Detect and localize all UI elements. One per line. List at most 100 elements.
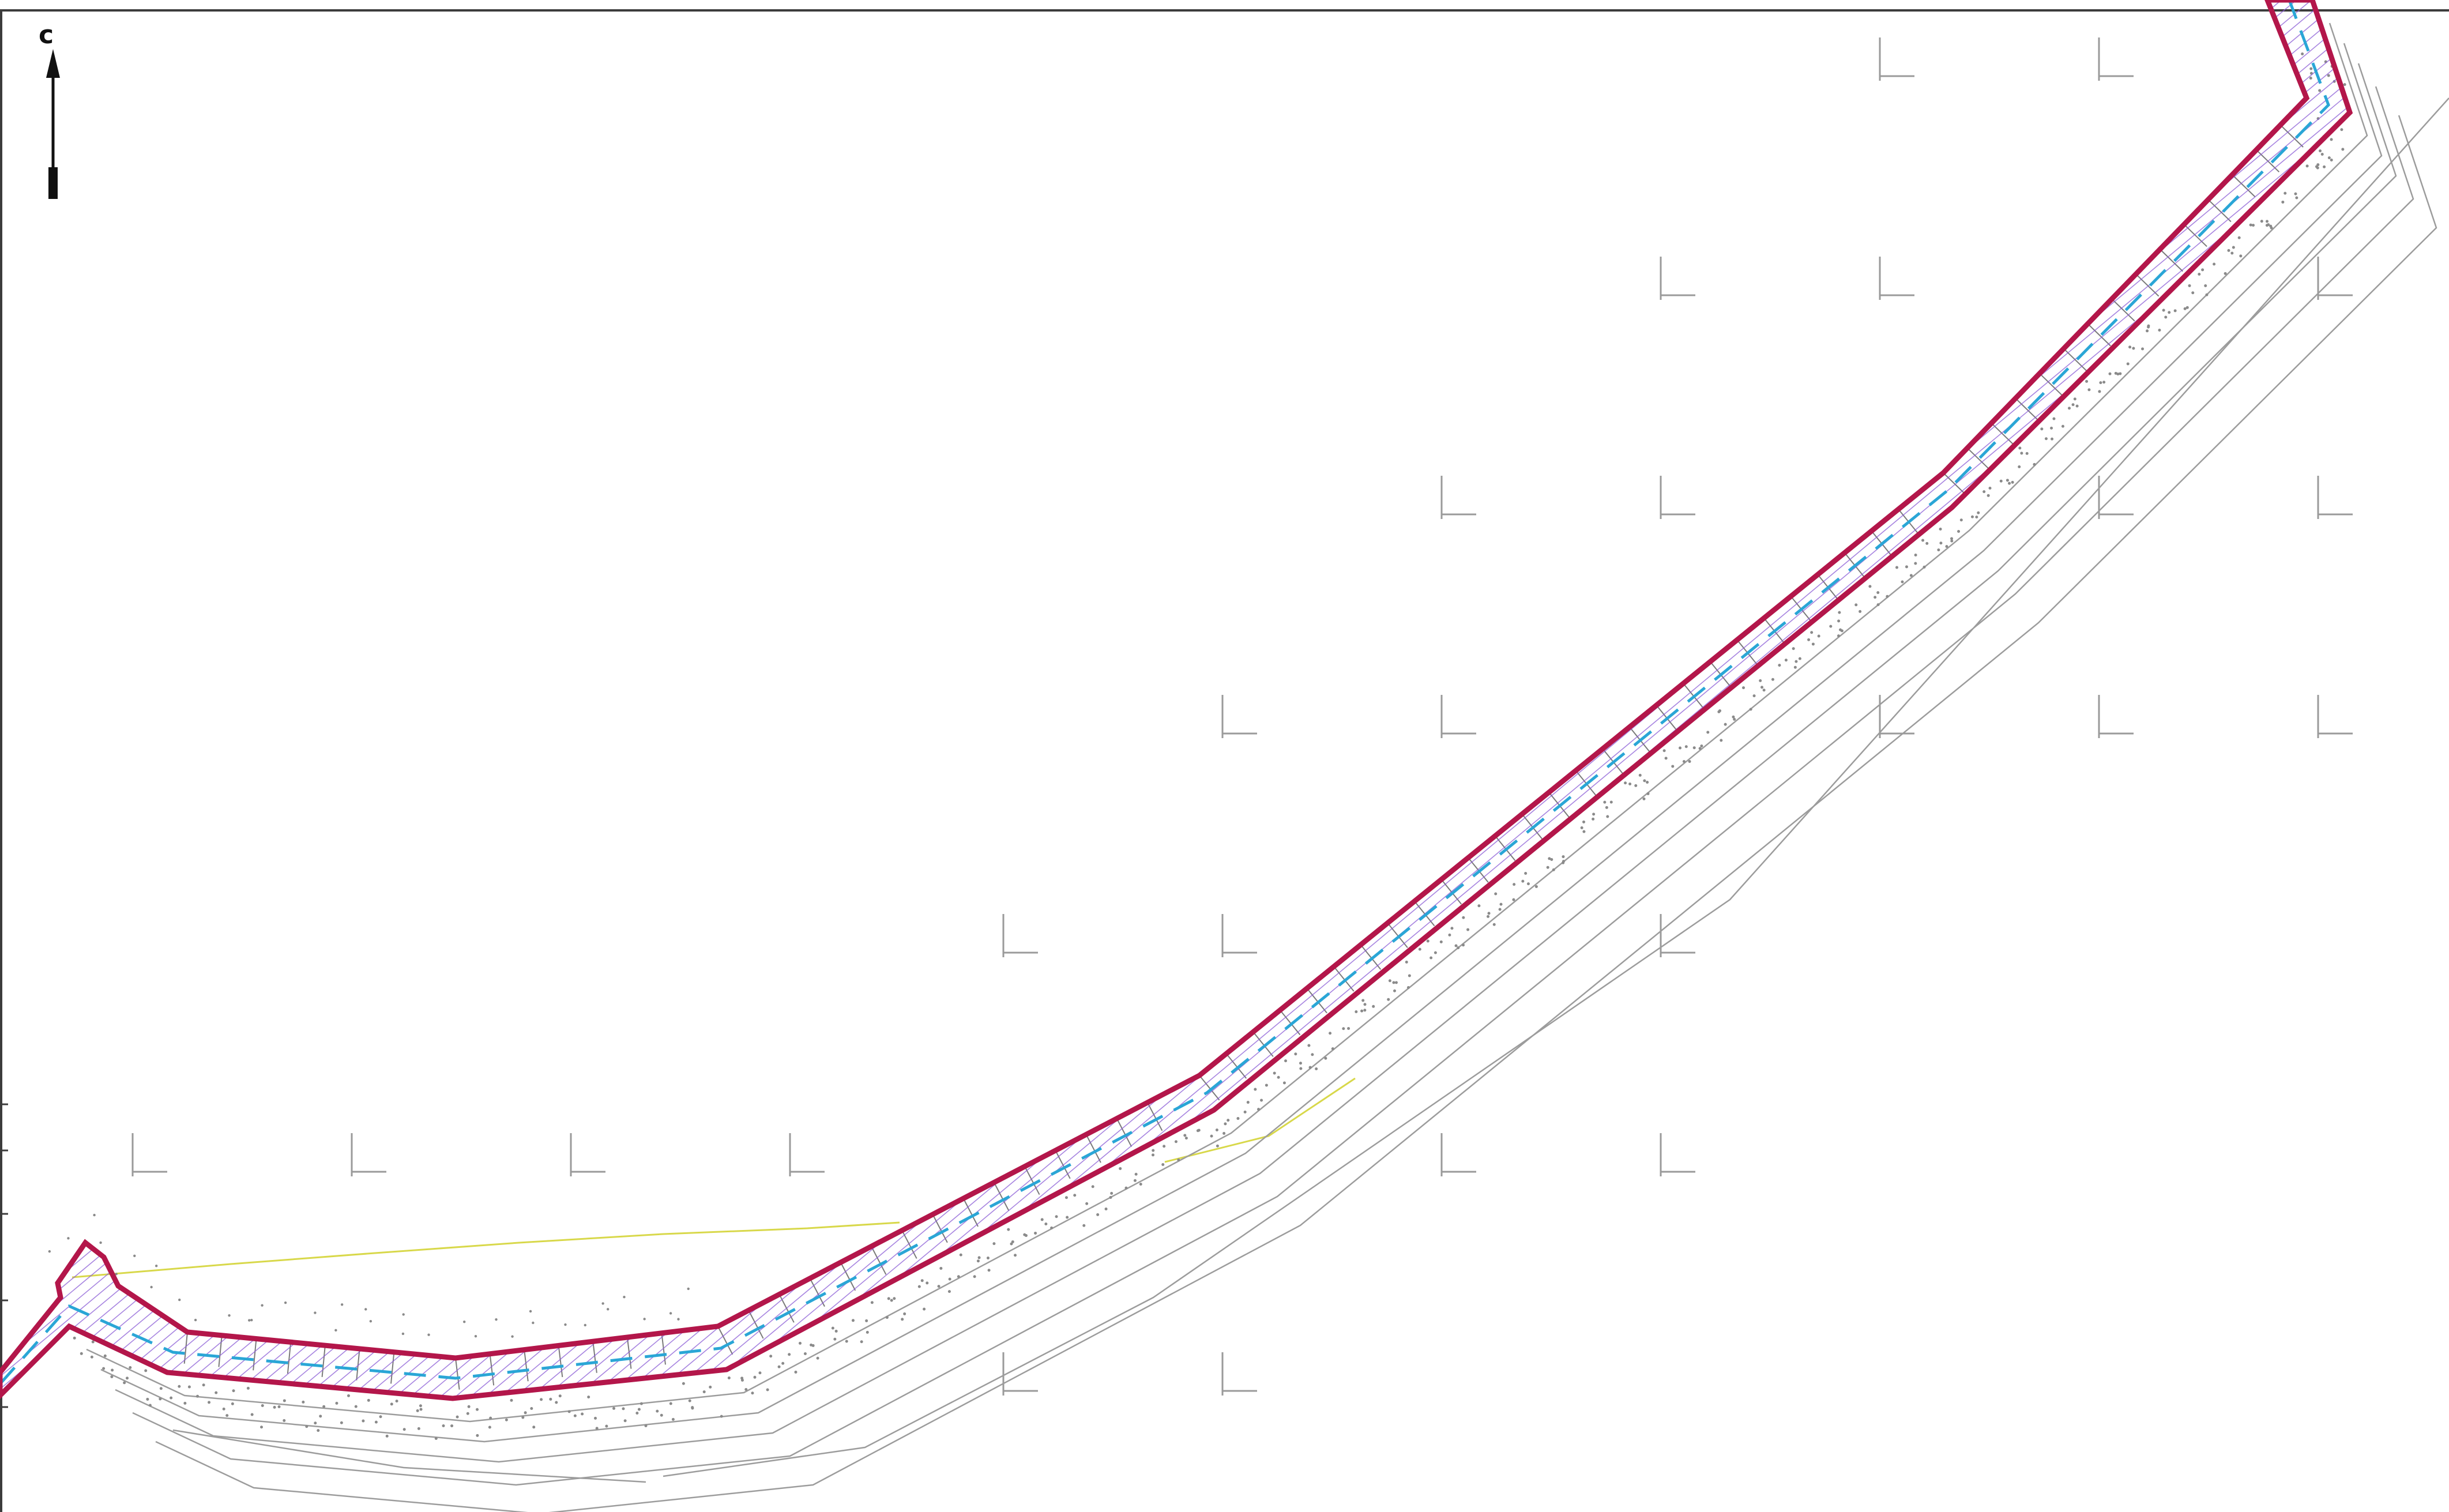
survey-point: [890, 1299, 893, 1302]
station-tick: [1387, 922, 1408, 948]
hatch-line: [1096, 0, 2350, 1398]
hatch-line: [1801, 0, 2350, 1398]
hatch-line: [1546, 0, 2350, 1398]
station-tick: [1024, 1166, 1040, 1195]
station-tick: [2039, 373, 2063, 396]
survey-point: [720, 1415, 723, 1418]
survey-point: [2128, 345, 2132, 349]
survey-point: [1066, 1216, 1069, 1219]
hatch-line: [1276, 0, 2350, 1398]
hatch-line: [1621, 0, 2350, 1398]
survey-point: [606, 1308, 610, 1311]
survey-point: [584, 1323, 586, 1327]
hatch-line: [0, 0, 1742, 1398]
survey-point: [319, 1415, 322, 1418]
survey-point: [788, 1353, 791, 1356]
survey-point: [1671, 765, 1675, 768]
survey-point: [1418, 947, 1421, 951]
hatch-line: [0, 0, 902, 1398]
station-tick: [390, 1352, 395, 1384]
hatch-line: [2446, 0, 2449, 1512]
hatch-line: [1156, 0, 2350, 1398]
survey-point: [178, 1385, 181, 1388]
survey-point: [1700, 744, 1703, 748]
survey-point: [753, 1375, 757, 1379]
hatch-line: [0, 0, 468, 1398]
hatch-line: [0, 0, 1247, 1398]
survey-point: [920, 1279, 924, 1282]
survey-point: [524, 1411, 527, 1415]
survey-point: [474, 1334, 477, 1338]
survey-point: [1246, 1101, 1250, 1104]
hatch-line: [826, 0, 2350, 1398]
hatch-line: [0, 0, 1457, 1398]
survey-point: [1905, 565, 1908, 569]
survey-point: [417, 1427, 420, 1430]
hatch-line: [257, 0, 2072, 1398]
hatch-line: [0, 0, 1712, 1398]
survey-point: [2006, 479, 2009, 482]
hatch-line: [1396, 0, 2350, 1398]
station-tick: [1991, 423, 2015, 446]
survey-point: [1628, 782, 1632, 785]
survey-point: [2126, 362, 2130, 366]
station-ticks: [183, 125, 2304, 1390]
survey-point: [1487, 915, 1490, 918]
survey-point: [1010, 1242, 1013, 1246]
grid-cross: [351, 1133, 386, 1176]
survey-point: [1174, 1140, 1178, 1144]
hatch-line: [0, 0, 887, 1398]
hatch-line: [1696, 0, 2350, 1398]
survey-point: [2162, 309, 2165, 312]
grid-cross: [1002, 914, 1038, 957]
survey-point: [1124, 1186, 1128, 1190]
hatch-line: [0, 0, 1007, 1398]
survey-point: [1724, 723, 1727, 726]
survey-point: [2102, 381, 2106, 384]
hatch-line: [0, 0, 678, 1398]
survey-point: [1133, 1179, 1137, 1182]
grid-cross: [1660, 1133, 1695, 1176]
survey-point: [893, 1297, 896, 1300]
survey-point: [1355, 1010, 1358, 1013]
survey-point: [677, 1318, 680, 1321]
grid-cross: [2317, 695, 2353, 738]
hatch-line: [1771, 0, 2350, 1398]
station-tick: [962, 1198, 979, 1227]
hatch-line: [1726, 0, 2350, 1398]
survey-point: [1299, 1067, 1303, 1070]
survey-point: [347, 1394, 350, 1397]
survey-point: [1810, 631, 1814, 634]
hatch-line: [556, 0, 2350, 1398]
hatch-line: [0, 0, 872, 1398]
survey-point: [1134, 1172, 1138, 1176]
survey-point: [1688, 760, 1691, 763]
hatch-line: [2236, 0, 2350, 1398]
survey-point: [1552, 868, 1555, 871]
survey-point: [1224, 1122, 1227, 1126]
north-arrow-label: с: [39, 20, 54, 50]
survey-point: [2239, 254, 2243, 258]
hatch-line: [0, 0, 1262, 1398]
hatch-line: [0, 0, 738, 1398]
hatch-line: [0, 0, 1637, 1398]
hatch-line: [0, 0, 708, 1398]
hatch-line: [0, 0, 438, 1398]
survey-point: [250, 1319, 253, 1322]
survey-point: [2061, 424, 2064, 428]
hatch-line: [0, 0, 558, 1398]
hatch-line: [2221, 0, 2350, 1398]
hatch-line: [0, 0, 573, 1398]
survey-point: [758, 1371, 762, 1375]
hatch-line: [0, 0, 1157, 1398]
survey-point: [901, 1318, 904, 1321]
survey-point: [1642, 797, 1646, 800]
survey-point: [1679, 746, 1682, 750]
hatch-line: [2341, 0, 2350, 1398]
survey-point: [2230, 251, 2234, 255]
survey-point: [1534, 885, 1538, 889]
survey-point: [532, 1426, 536, 1429]
survey-point: [2340, 128, 2343, 131]
survey-point: [530, 1406, 533, 1410]
hatch-line: [272, 0, 2087, 1398]
